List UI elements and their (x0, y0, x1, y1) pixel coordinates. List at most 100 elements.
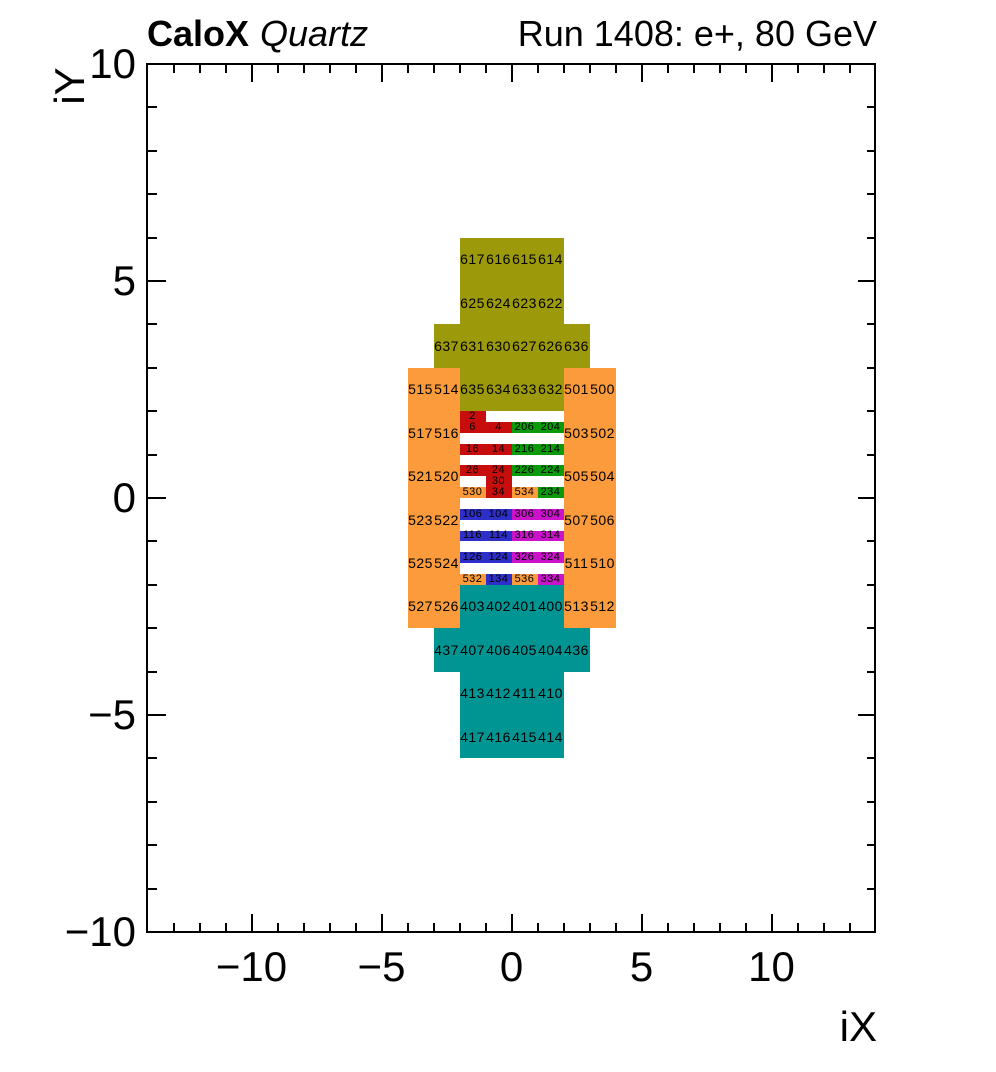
calo-cell-label: 506 (590, 511, 615, 528)
axis-tick (866, 540, 876, 543)
axis-tick (250, 64, 253, 82)
calo-cell-636: 636 (563, 324, 590, 368)
calo-cell-label: 314 (540, 529, 561, 542)
calo-cell-635: 635 (459, 367, 486, 412)
calo-cell-label: 214 (540, 442, 561, 455)
calo-cell-label: 632 (538, 381, 563, 398)
calo-cell-631: 631 (459, 324, 486, 368)
calo-cell-label: 6 (469, 420, 476, 433)
calo-cell-401: 401 (511, 584, 538, 629)
calo-cell-517: 517 (407, 411, 434, 455)
axis-tick (147, 714, 166, 716)
calo-cell-616: 616 (485, 237, 512, 281)
calo-cell-label: 524 (434, 555, 459, 572)
calo-cell-label: 633 (512, 381, 537, 398)
calo-cell-label: 412 (486, 685, 511, 702)
axis-tick (147, 887, 157, 890)
calo-cell-label: 630 (486, 338, 511, 355)
calo-cell-label: 224 (540, 464, 561, 477)
calo-cell-label: 414 (538, 728, 563, 745)
calo-cell-522: 522 (433, 498, 460, 542)
axis-tick (866, 193, 876, 196)
calo-cell-label: 114 (488, 529, 509, 542)
axis-tick (822, 923, 825, 932)
calo-cell-label: 437 (434, 641, 459, 658)
calo-cell-326: 326 (511, 552, 538, 564)
y-axis-tick-label: 0 (112, 474, 136, 521)
calo-cell-label: 413 (460, 685, 485, 702)
calo-cell-label: 527 (408, 598, 433, 615)
calo-cell-label: 514 (434, 381, 459, 398)
calo-cell-label: 637 (434, 338, 459, 355)
axis-tick (692, 64, 695, 73)
experiment-name: CaloX (147, 13, 250, 54)
calo-cell-label: 400 (538, 598, 563, 615)
axis-tick (147, 193, 157, 196)
calo-cell-label: 636 (564, 338, 589, 355)
calo-cell-label: 500 (590, 381, 615, 398)
axis-tick (744, 923, 747, 932)
calo-cell-label: 124 (488, 551, 509, 564)
y-axis-tick-label: −10 (64, 908, 136, 955)
axis-tick (380, 914, 383, 932)
calo-cell-415: 415 (511, 715, 538, 759)
axis-tick (866, 670, 876, 673)
y-axis-tick-label: 10 (89, 40, 136, 87)
calo-cell-106: 106 (459, 508, 486, 520)
calo-cell-label: 520 (434, 468, 459, 485)
calo-cell-407: 407 (459, 628, 486, 672)
axis-tick (848, 64, 851, 73)
axis-tick (510, 914, 513, 932)
calo-cell-label: 34 (491, 486, 506, 499)
calo-cell-label: 126 (462, 551, 483, 564)
calo-cell-label: 530 (462, 486, 483, 499)
calo-cell-label: 505 (564, 468, 589, 485)
axis-tick (866, 453, 876, 456)
calo-cell-126: 126 (459, 551, 486, 564)
calo-cell-534: 534 (511, 487, 538, 498)
axis-tick (147, 453, 157, 456)
calo-cell-label: 515 (408, 381, 433, 398)
axis-tick (432, 64, 435, 73)
axis-tick (432, 923, 435, 932)
axis-tick (276, 64, 279, 73)
calo-cell-label: 526 (434, 598, 459, 615)
calo-cell-34: 34 (485, 486, 512, 499)
calo-cell-124: 124 (485, 551, 512, 564)
axis-tick (458, 64, 461, 73)
calo-cell-label: 334 (540, 572, 561, 585)
calo-cell-516: 516 (433, 411, 460, 455)
axis-tick (147, 800, 157, 803)
axis-tick (250, 914, 253, 932)
calo-cell-label: 104 (488, 507, 509, 520)
axis-tick (822, 64, 825, 73)
calo-cell-400: 400 (537, 584, 564, 629)
calo-cell-label: 626 (538, 338, 563, 355)
axis-tick (562, 64, 565, 73)
calo-cell-405: 405 (511, 628, 538, 672)
axis-tick (666, 923, 669, 932)
axis-tick (866, 149, 876, 152)
calo-cell-414: 414 (537, 715, 564, 759)
calo-cell-label: 405 (512, 641, 537, 658)
calo-cell-524: 524 (433, 541, 460, 585)
calo-cell-527: 527 (407, 584, 434, 629)
calo-cell-30: 30 (485, 476, 512, 488)
axis-tick (198, 64, 201, 73)
calo-cell-306: 306 (511, 508, 538, 520)
calo-cell-label: 631 (460, 338, 485, 355)
axis-tick (406, 64, 409, 73)
calo-cell-410: 410 (537, 671, 564, 715)
axis-tick (796, 923, 799, 932)
calo-cell-500: 500 (589, 367, 616, 412)
axis-tick (536, 64, 539, 73)
calo-cell-label: 316 (514, 529, 535, 542)
calo-cell-label: 634 (486, 381, 511, 398)
calo-cell-label: 304 (540, 507, 561, 520)
axis-tick (302, 923, 305, 932)
calo-cell-504: 504 (589, 454, 616, 498)
calo-cell-637: 637 (433, 324, 460, 368)
axis-tick (866, 106, 876, 109)
axis-tick (224, 64, 227, 73)
calo-cell-label: 402 (486, 598, 511, 615)
